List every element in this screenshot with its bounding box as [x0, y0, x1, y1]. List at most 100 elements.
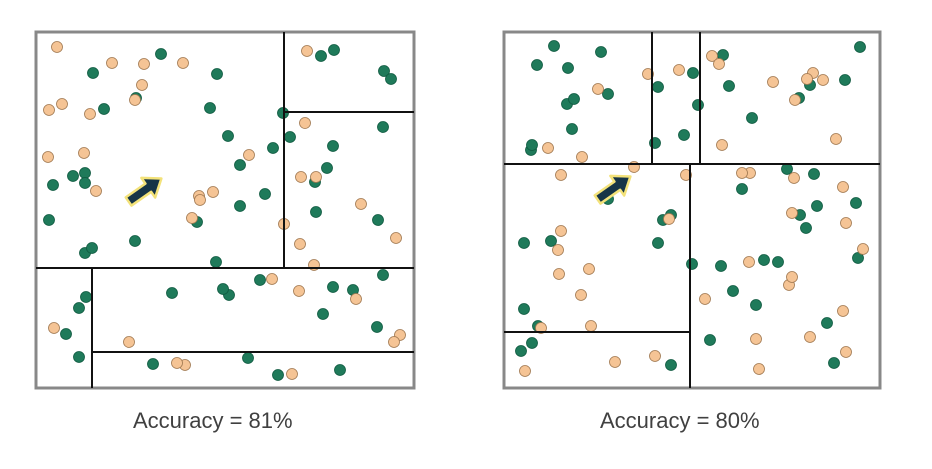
- left-scatter-plot: [34, 30, 416, 390]
- green-point: [526, 139, 538, 151]
- orange-point: [106, 57, 118, 69]
- green-point: [548, 40, 560, 52]
- orange-point: [857, 243, 869, 255]
- green-point: [129, 235, 141, 247]
- orange-point: [171, 357, 183, 369]
- left-arrow-icon: [124, 176, 163, 207]
- orange-point: [138, 58, 150, 70]
- green-point: [284, 131, 296, 143]
- green-point: [73, 302, 85, 314]
- green-point: [67, 170, 79, 182]
- green-point: [272, 369, 284, 381]
- orange-point: [84, 108, 96, 120]
- orange-point: [804, 331, 816, 343]
- green-point: [692, 99, 704, 111]
- green-point: [518, 237, 530, 249]
- orange-point: [699, 293, 711, 305]
- orange-point: [293, 285, 305, 297]
- orange-point: [680, 169, 692, 181]
- orange-point: [592, 83, 604, 95]
- orange-point: [788, 172, 800, 184]
- orange-point: [736, 167, 748, 179]
- orange-point: [786, 271, 798, 283]
- orange-point: [743, 256, 755, 268]
- orange-point: [294, 238, 306, 250]
- orange-point: [673, 64, 685, 76]
- green-point: [47, 179, 59, 191]
- orange-point: [553, 268, 565, 280]
- green-point: [147, 358, 159, 370]
- green-point: [321, 162, 333, 174]
- green-point: [254, 274, 266, 286]
- orange-point: [817, 74, 829, 86]
- orange-point: [310, 171, 322, 183]
- green-point: [772, 256, 784, 268]
- green-point: [665, 359, 677, 371]
- left-points: [42, 41, 406, 381]
- green-point: [850, 197, 862, 209]
- green-point: [86, 242, 98, 254]
- green-point: [821, 317, 833, 329]
- green-point: [80, 291, 92, 303]
- green-point: [736, 183, 748, 195]
- orange-point: [243, 149, 255, 161]
- orange-point: [186, 212, 198, 224]
- orange-point: [750, 333, 762, 345]
- green-point: [715, 260, 727, 272]
- green-point: [267, 142, 279, 154]
- orange-point: [830, 133, 842, 145]
- green-point: [746, 112, 758, 124]
- green-point: [839, 74, 851, 86]
- orange-point: [42, 151, 54, 163]
- green-point: [211, 68, 223, 80]
- orange-point: [786, 207, 798, 219]
- green-point: [687, 67, 699, 79]
- right-arrow-icon: [593, 174, 632, 205]
- orange-point: [555, 169, 567, 181]
- orange-point: [642, 68, 654, 80]
- orange-point: [177, 57, 189, 69]
- orange-point: [840, 346, 852, 358]
- orange-point: [56, 98, 68, 110]
- orange-point: [123, 336, 135, 348]
- orange-point: [355, 198, 367, 210]
- green-point: [210, 256, 222, 268]
- green-point: [385, 73, 397, 85]
- green-point: [602, 88, 614, 100]
- green-point: [750, 299, 762, 311]
- orange-point: [78, 147, 90, 159]
- green-point: [515, 345, 527, 357]
- green-point: [166, 287, 178, 299]
- green-point: [686, 258, 698, 270]
- orange-point: [576, 151, 588, 163]
- orange-point: [837, 305, 849, 317]
- orange-point: [350, 293, 362, 305]
- green-point: [377, 121, 389, 133]
- green-point: [87, 67, 99, 79]
- green-point: [217, 283, 229, 295]
- green-point: [652, 237, 664, 249]
- green-point: [377, 269, 389, 281]
- orange-point: [713, 58, 725, 70]
- green-point: [808, 168, 820, 180]
- orange-point: [194, 194, 206, 206]
- green-point: [327, 281, 339, 293]
- orange-point: [801, 73, 813, 85]
- green-point: [704, 334, 716, 346]
- left-plot-border: [34, 30, 416, 390]
- green-point: [98, 103, 110, 115]
- orange-point: [583, 263, 595, 275]
- left-frame: [34, 30, 416, 390]
- left-splits: [36, 32, 414, 388]
- green-point: [79, 167, 91, 179]
- green-point: [852, 252, 864, 264]
- right-splits: [504, 32, 880, 388]
- orange-point: [535, 322, 547, 334]
- green-point: [327, 140, 339, 152]
- right-scatter-plot: [502, 30, 882, 390]
- green-point: [60, 328, 72, 340]
- orange-point: [555, 225, 567, 237]
- green-point: [310, 206, 322, 218]
- green-point: [43, 214, 55, 226]
- orange-point: [789, 94, 801, 106]
